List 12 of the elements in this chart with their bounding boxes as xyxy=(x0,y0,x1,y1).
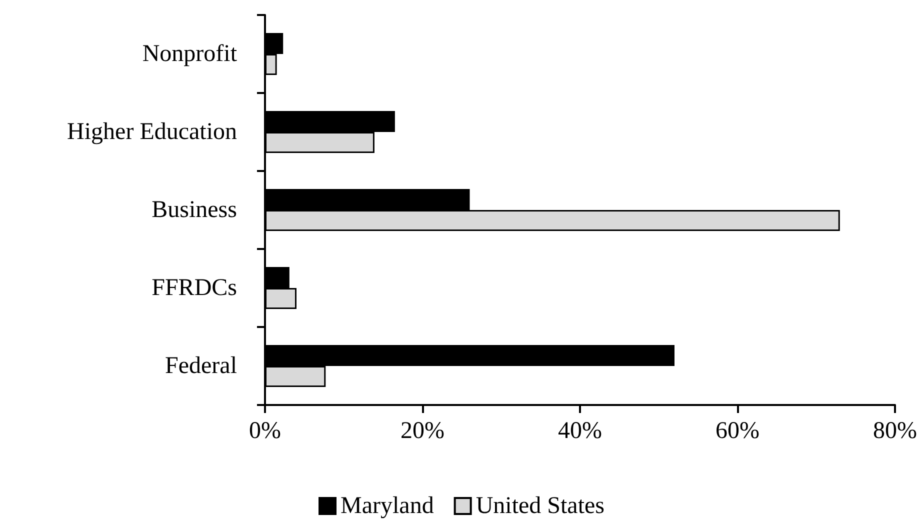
y-tick-label: FFRDCs xyxy=(152,275,237,301)
x-tick-label: 80% xyxy=(873,418,917,444)
y-tick-label: Federal xyxy=(165,353,238,379)
y-tick-label: Higher Education xyxy=(67,119,237,145)
legend-label: Maryland xyxy=(340,493,434,519)
x-tick-label: 20% xyxy=(400,418,444,444)
legend-label: United States xyxy=(476,493,604,519)
x-tick-label: 40% xyxy=(558,418,602,444)
x-tick-label: 0% xyxy=(249,418,281,444)
y-tick-label: Nonprofit xyxy=(142,41,238,67)
y-tick-label: Business xyxy=(152,197,237,223)
x-tick-label: 60% xyxy=(716,418,760,444)
